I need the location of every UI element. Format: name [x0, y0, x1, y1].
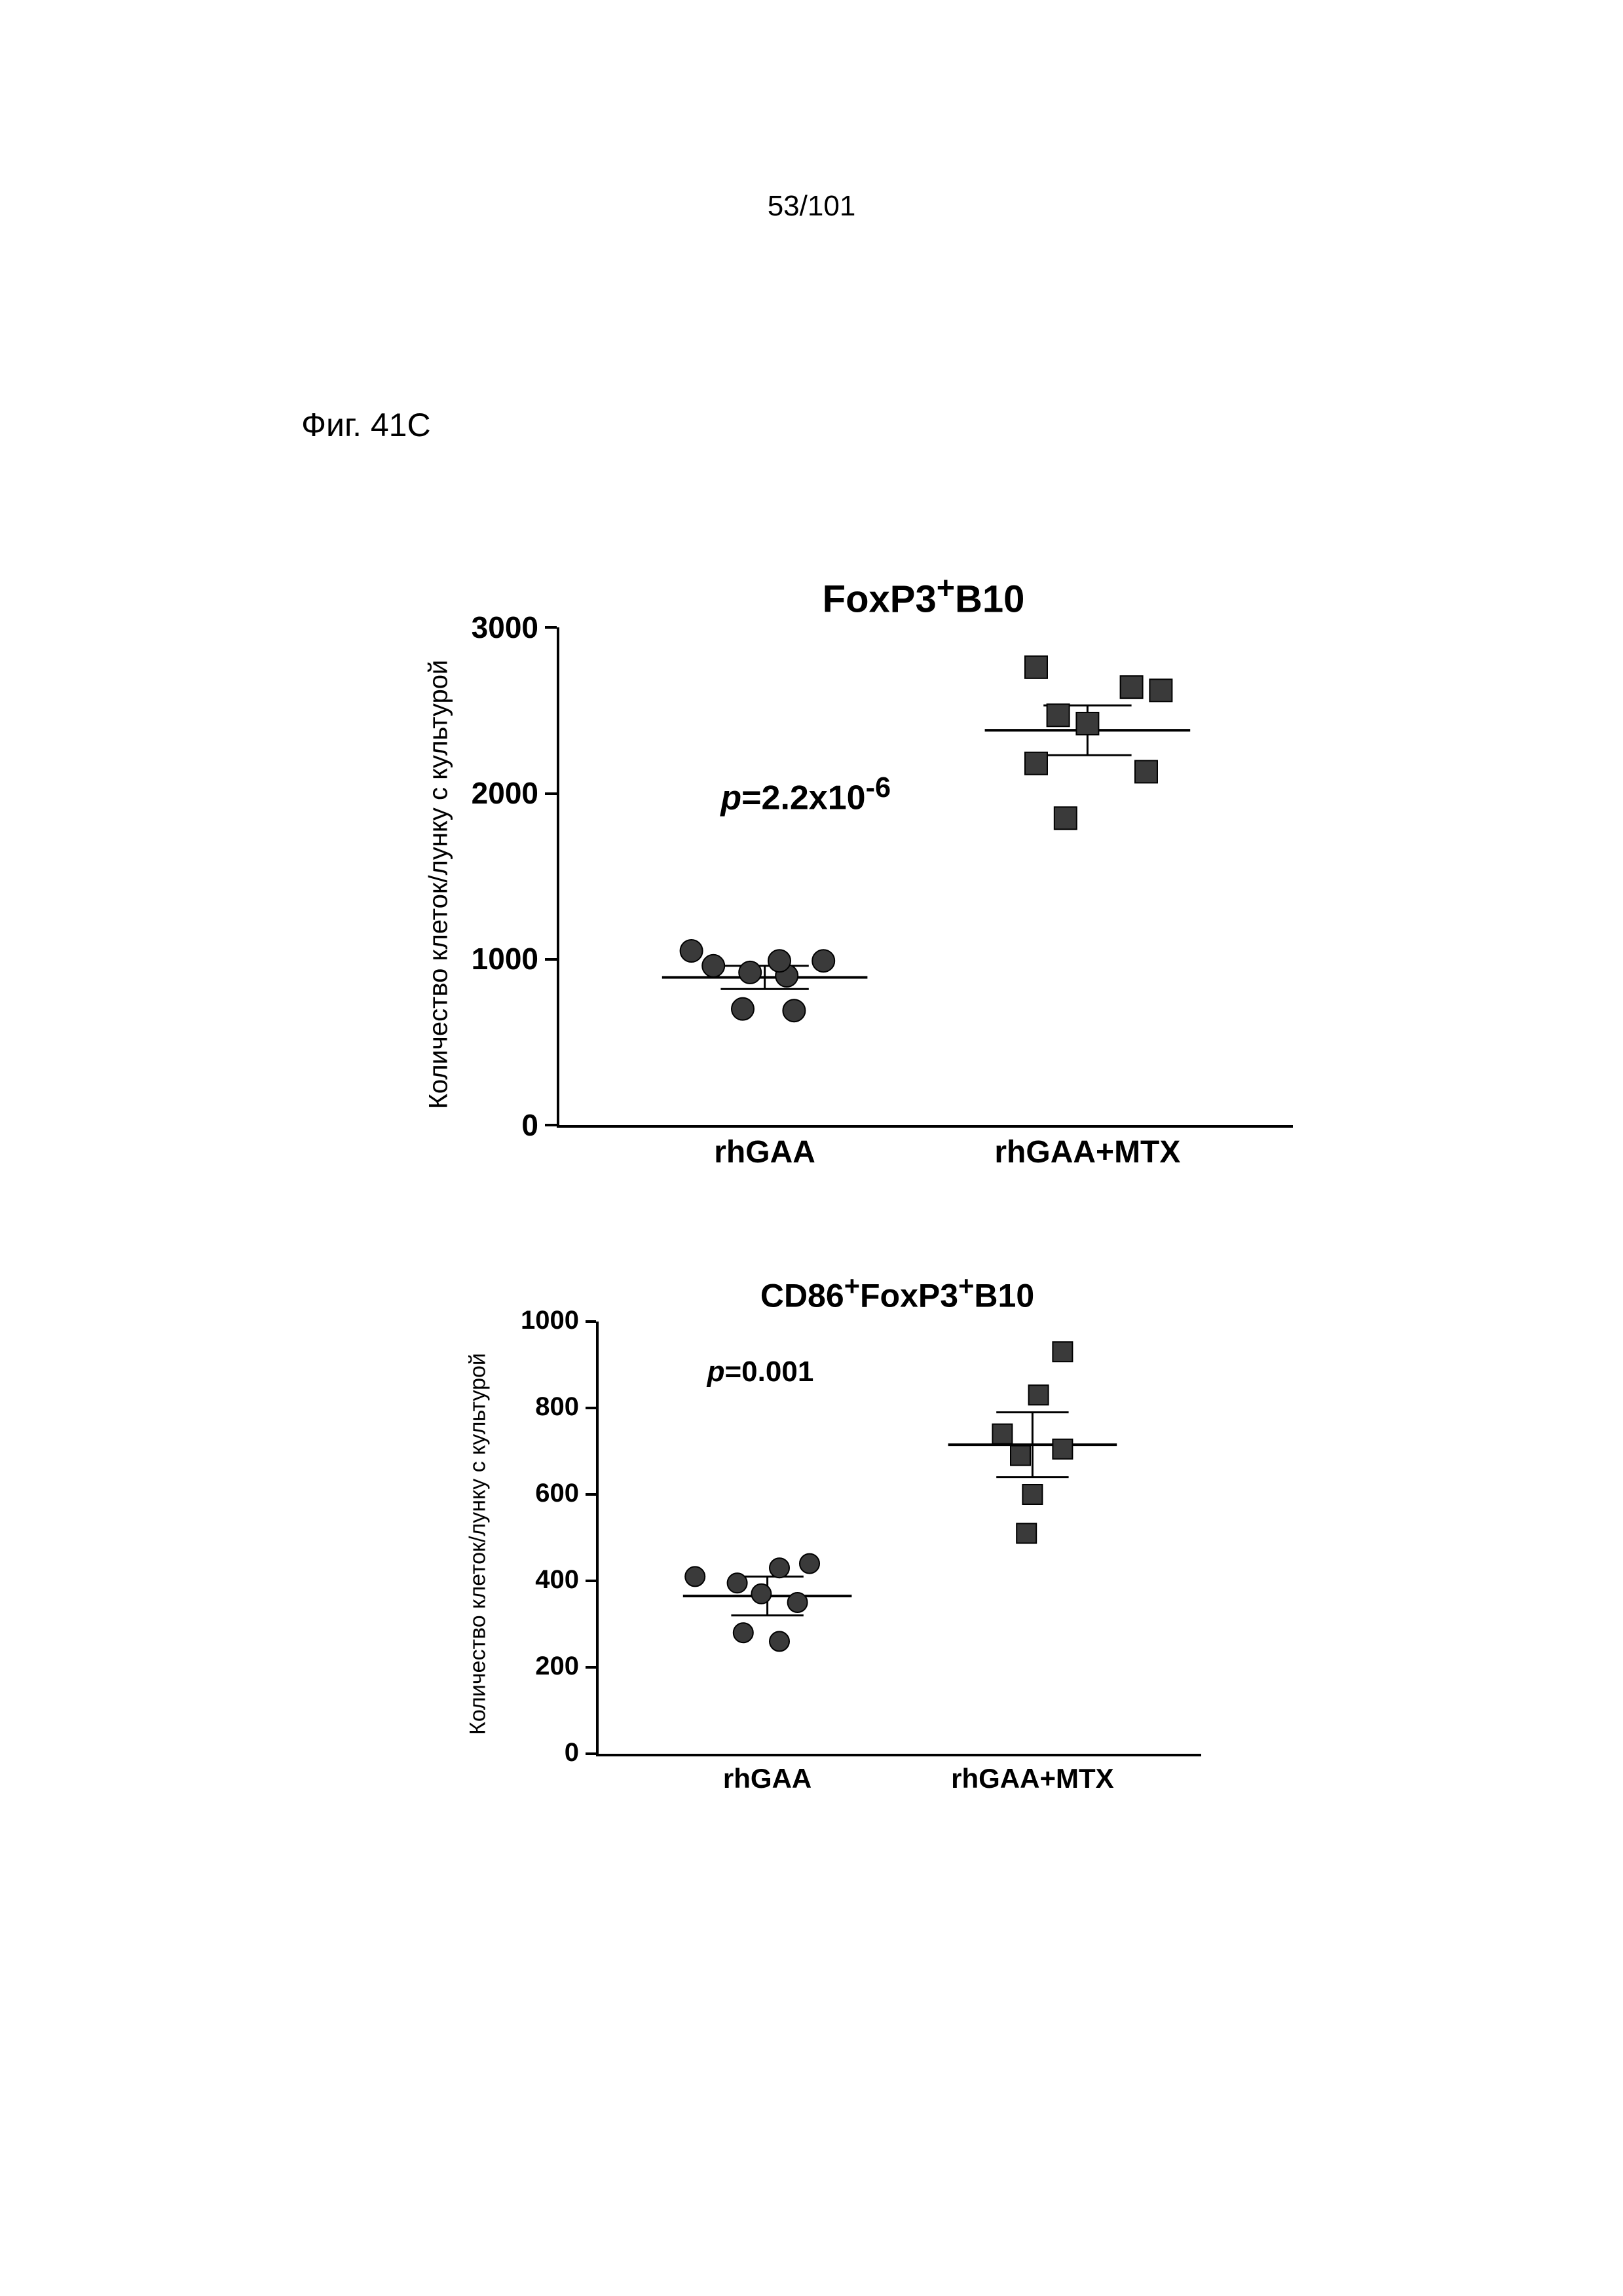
xtick-label: rhGAA — [637, 1763, 899, 1794]
data-point-square — [1121, 676, 1143, 699]
ytick-label: 600 — [481, 1479, 579, 1508]
ytick-label: 1000 — [440, 941, 538, 976]
ytick — [545, 792, 557, 795]
xtick-label: rhGAA — [634, 1134, 896, 1170]
chart1-ylabel: Количество клеток/лунку с культурой — [424, 636, 454, 1134]
chart1-svg — [559, 627, 1293, 1125]
data-point-square — [1047, 705, 1070, 727]
data-point-circle — [800, 1553, 819, 1573]
ytick-label: 1000 — [481, 1306, 579, 1335]
data-point-circle — [728, 1573, 747, 1593]
data-point-square — [1025, 752, 1047, 775]
ytick-label: 0 — [440, 1107, 538, 1143]
ytick — [545, 626, 557, 629]
data-point-circle — [770, 1631, 789, 1651]
ytick — [586, 1320, 596, 1323]
ytick — [586, 1493, 596, 1496]
chart2-svg — [599, 1322, 1201, 1754]
data-point-square — [1029, 1385, 1049, 1405]
chart1-p-value: p=2.2x10-6 — [720, 772, 891, 817]
xtick-label: rhGAA+MTX — [956, 1134, 1218, 1170]
ytick-label: 400 — [481, 1565, 579, 1595]
data-point-square — [1149, 680, 1172, 702]
figure-label: Фиг. 41C — [301, 406, 431, 444]
ytick-label: 200 — [481, 1652, 579, 1681]
ytick — [545, 1124, 557, 1126]
data-point-square — [1053, 1439, 1072, 1458]
data-point-square — [1135, 761, 1157, 783]
data-point-circle — [783, 1000, 805, 1022]
ytick-label: 3000 — [440, 610, 538, 645]
data-point-circle — [768, 950, 791, 972]
data-point-circle — [770, 1558, 789, 1578]
data-point-square — [1053, 1342, 1072, 1361]
page: 53/101 Фиг. 41C FoxP3+B10 Количество кле… — [0, 0, 1623, 2296]
data-point-circle — [751, 1583, 771, 1603]
chart-cd86-foxp3-b10: CD86+FoxP3+B10 Количество клеток/лунку с… — [458, 1270, 1201, 1756]
data-point-circle — [702, 955, 724, 977]
data-point-circle — [732, 998, 754, 1020]
chart2-title: CD86+FoxP3+B10 — [596, 1270, 1199, 1315]
xtick-label: rhGAA+MTX — [901, 1763, 1163, 1794]
ytick-label: 800 — [481, 1392, 579, 1422]
page-number: 53/101 — [768, 190, 856, 223]
ytick-label: 0 — [481, 1738, 579, 1768]
data-point-circle — [739, 961, 761, 984]
data-point-circle — [788, 1593, 808, 1612]
chart2-plot-area: p=0.001 02004006008001000rhGAArhGAA+MTX — [596, 1322, 1201, 1756]
data-point-square — [1022, 1485, 1042, 1504]
data-point-square — [1011, 1445, 1030, 1465]
chart-foxp3-b10: FoxP3+B10 Количество клеток/лунку с куль… — [419, 570, 1293, 1128]
ytick — [545, 958, 557, 961]
data-point-circle — [685, 1566, 705, 1586]
ytick — [586, 1580, 596, 1582]
ytick-label: 2000 — [440, 775, 538, 811]
chart2-p-value: p=0.001 — [707, 1356, 814, 1388]
data-point-square — [992, 1424, 1012, 1443]
ytick — [586, 1666, 596, 1669]
data-point-square — [1054, 807, 1077, 830]
ytick — [586, 1752, 596, 1755]
chart1-plot-area: p=2.2x10-6 0100020003000rhGAArhGAA+MTX — [557, 627, 1293, 1128]
data-point-square — [1017, 1523, 1036, 1543]
data-point-circle — [681, 940, 703, 962]
data-point-square — [1025, 656, 1047, 678]
ytick — [586, 1407, 596, 1409]
data-point-circle — [734, 1623, 753, 1642]
data-point-circle — [812, 950, 834, 972]
chart1-title: FoxP3+B10 — [557, 570, 1290, 621]
data-point-square — [1076, 713, 1098, 735]
